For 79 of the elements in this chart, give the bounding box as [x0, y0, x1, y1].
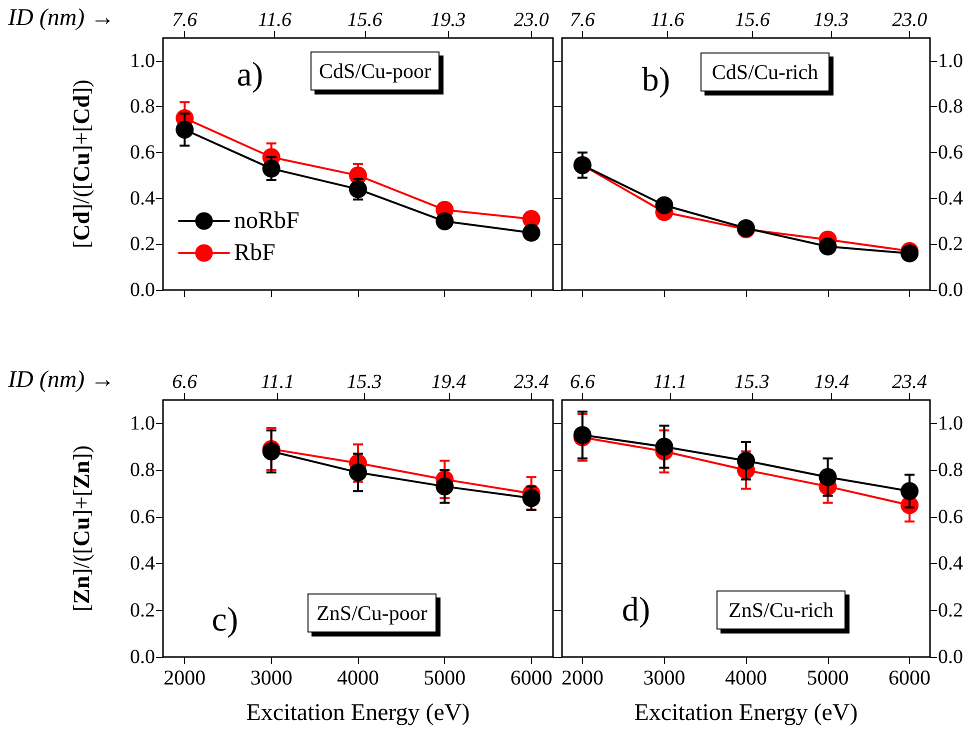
y-tick-label: 0.4	[130, 187, 155, 210]
x2-tick-label: 6.6	[570, 371, 595, 393]
y2-tick-label: 0.0	[938, 279, 963, 301]
annotation: a)	[236, 56, 264, 94]
point	[176, 120, 194, 139]
y-tick-label: 1.0	[130, 50, 155, 72]
annotation: CdS/Cu-rich	[712, 60, 819, 84]
legend-label: RbF	[234, 240, 276, 266]
y2-tick-label: 0.0	[938, 646, 963, 668]
x2-tick-label: 19.3	[813, 9, 848, 31]
x2-tick-label: 19.3	[430, 9, 466, 31]
x2-tick-label: 7.6	[172, 9, 198, 31]
x-tick-label: 2000	[164, 666, 206, 690]
y2-tick-label: 0.6	[938, 506, 963, 528]
annotation: ZnS/Cu-poor	[316, 601, 428, 625]
y2-tick-label: 0.4	[938, 552, 963, 575]
point	[436, 212, 454, 230]
y2-tick-label: 0.8	[938, 96, 963, 118]
x2-tick-label: 23.0	[514, 9, 549, 31]
x-tick-label: 3000	[643, 666, 686, 690]
y2-tick-label: 0.6	[938, 142, 963, 164]
x2-tick-label: 6.6	[172, 371, 198, 393]
point	[818, 468, 837, 486]
x2-tick-label: 11.1	[260, 371, 294, 393]
x-axis-title: Excitation Energy (eV)	[634, 700, 858, 726]
x-tick-label: 6000	[510, 666, 552, 690]
x-tick-label: 5000	[424, 666, 466, 690]
y-tick-label: 0.2	[130, 599, 155, 622]
x-tick-label: 4000	[725, 666, 767, 690]
annotation: d)	[622, 592, 650, 628]
y2-tick-label: 0.2	[938, 233, 963, 256]
x2-tick-label: 15.6	[734, 9, 770, 31]
point	[349, 180, 367, 198]
y2-tick-label: 1.0	[938, 412, 963, 434]
x2-tick-label: 7.6	[570, 9, 595, 31]
x2-tick-label: 15.3	[734, 371, 770, 393]
y-tick-label: 1.0	[130, 412, 155, 434]
x-tick-label: 6000	[888, 666, 931, 690]
point	[262, 160, 280, 178]
y-tick-label: 0.0	[130, 279, 155, 301]
point	[522, 224, 540, 242]
x2-tick-label: 23.4	[892, 371, 928, 393]
point	[900, 482, 919, 500]
annotation: ZnS/Cu-rich	[728, 598, 834, 622]
y-tick-label: 0.0	[130, 646, 155, 668]
y-tick-label: 0.6	[130, 506, 155, 528]
annotation: c)	[212, 602, 238, 638]
x-tick-label: 4000	[337, 666, 379, 690]
y2-tick-label: 0.4	[938, 187, 963, 210]
y-tick-label: 0.8	[130, 96, 155, 118]
y-tick-label: 0.6	[130, 142, 155, 164]
point	[818, 237, 837, 256]
x2-axis-title: ID (nm) →	[7, 367, 115, 393]
annotation: CdS/Cu-poor	[318, 59, 432, 83]
x2-tick-label: 23.0	[892, 9, 928, 31]
x2-tick-label: 19.4	[431, 371, 466, 393]
y-tick-label: 0.8	[130, 459, 155, 482]
x2-tick-label: 11.1	[653, 371, 687, 393]
y-tick-label: 0.4	[130, 552, 155, 575]
x2-tick-label: 11.6	[650, 9, 684, 31]
x2-axis-title: ID (nm) →	[7, 5, 115, 31]
x2-tick-label: 11.6	[258, 9, 292, 31]
point	[655, 196, 674, 214]
y2-tick-label: 1.0	[938, 50, 963, 72]
legend-label: noRbF	[234, 208, 300, 234]
x2-tick-label: 19.4	[814, 371, 850, 393]
x2-tick-label: 15.6	[347, 9, 382, 31]
x2-tick-label: 23.4	[514, 371, 549, 393]
annotation: b)	[642, 62, 670, 98]
y2-tick-label: 0.2	[938, 599, 963, 622]
x-axis-title: Excitation Energy (eV)	[246, 700, 470, 726]
x2-tick-label: 15.3	[346, 371, 382, 393]
x-tick-label: 3000	[250, 666, 292, 690]
y2-tick-label: 0.8	[938, 459, 963, 482]
y-axis-title: [Zn]/([Cu]+[Zn])	[69, 445, 94, 612]
y-tick-label: 0.2	[130, 233, 155, 256]
y-axis-title: [Cd]/([Cu]+[Cd])	[69, 80, 94, 248]
x-tick-label: 2000	[561, 666, 604, 690]
x-tick-label: 5000	[806, 666, 849, 690]
